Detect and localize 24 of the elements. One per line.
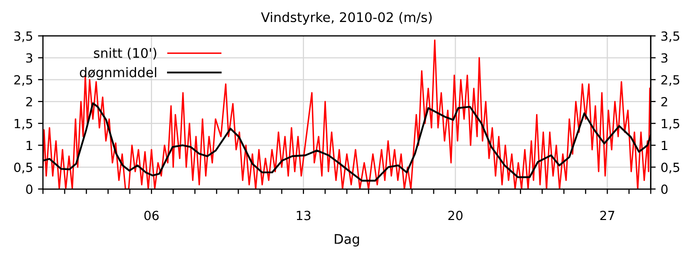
y2-tick-label: 0 [661,184,668,194]
y2-tick-label: 1,5 [662,119,680,130]
y2-tick-label: 1 [662,140,668,150]
y-tick-label: 1,5 [14,119,32,130]
y2-tick-label: 3 [661,53,668,63]
y-tick-label: 0 [26,184,32,194]
y2-tick-label: 3,5 [661,31,680,42]
legend-label: snitt (10') [94,48,156,60]
y2-tick-label: 2,5 [661,75,680,86]
y-tick-label: 3,5 [14,31,32,42]
y-tick-label: 0,5 [14,162,32,174]
y-tick-label: 1 [26,140,32,150]
x-tick-label: 20 [448,210,462,220]
y-tick-label: 2 [26,96,32,106]
y2-tick-label: 0,5 [661,162,680,174]
y-tick-label: 2,5 [14,75,32,86]
legend-label: døgnmiddel [80,67,156,80]
x-axis-title: Dag [334,234,359,247]
y-tick-label: 3 [26,53,32,63]
y2-tick-label: 2 [661,96,668,106]
x-tick-label: 06 [144,210,159,220]
x-tick-label: 13 [296,210,310,220]
x-tick-label: 27 [600,210,614,220]
chart-title: Vindstyrke, 2010-02 (m/s) [261,12,432,25]
